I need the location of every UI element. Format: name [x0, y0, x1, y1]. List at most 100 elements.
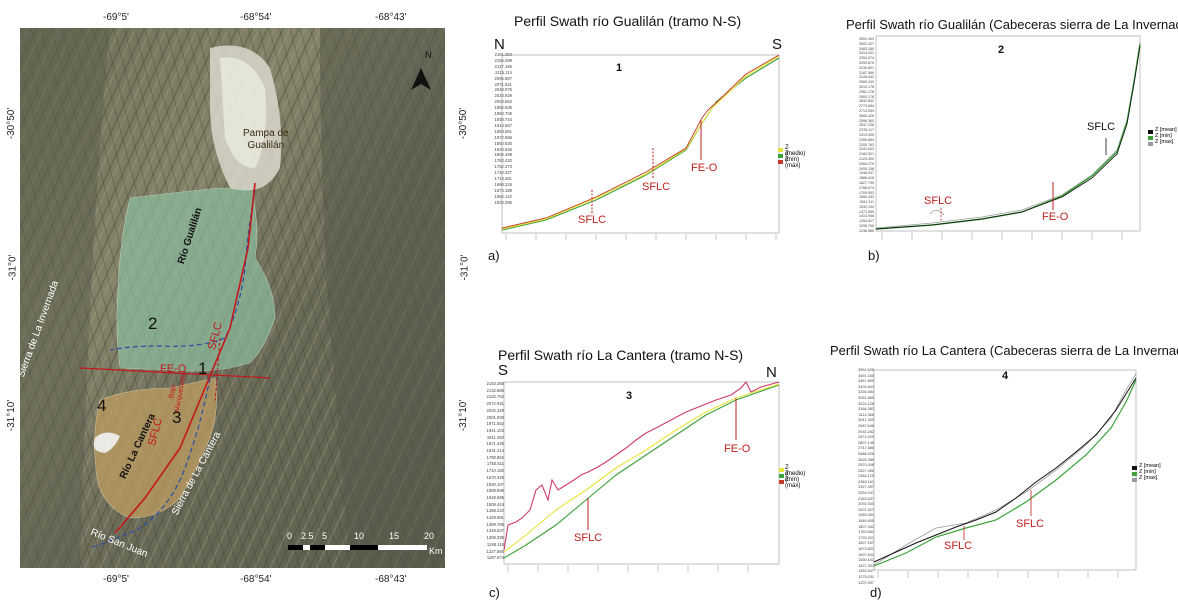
y-tick-label: 1807.342	[858, 524, 874, 529]
y-tick-label: 2092.300	[858, 502, 874, 507]
annotation-sflc: SFLC	[578, 214, 607, 226]
y-tick-labels: 2181.253 2156.299 2127.165 2115.114 2095.667…	[484, 52, 512, 206]
y-tick-label: 2478.117	[859, 128, 874, 133]
y-tick-label: 2807.148	[858, 440, 874, 445]
y-tick-label: 3354.974	[859, 56, 874, 61]
y-tick-label: 1763.581	[858, 530, 874, 535]
place-pampa: Pampa de Gualilán	[243, 128, 289, 151]
y-tick-label: 2527.496	[858, 468, 874, 473]
y-tick-label: 1630.107	[486, 481, 504, 487]
scale-tick: 2.5	[301, 531, 314, 541]
y-tick-label: 2537.238	[859, 123, 874, 128]
y-tick-label: 1697.167	[858, 541, 874, 546]
y-tick-label: 1207.097	[858, 580, 874, 585]
y-tick-label: 3404.643	[858, 384, 874, 389]
annotation-sflc: SFLC	[1016, 518, 1045, 530]
y-tick-label: 3457.899	[858, 379, 874, 384]
y-tick-label: 1275.031	[858, 574, 874, 579]
lat-label: -30°50'	[6, 107, 18, 140]
y-tick-label: 2071.621	[494, 81, 512, 87]
y-tick-label: 2102.762	[486, 394, 504, 400]
y-tick-label: 2007.327	[858, 507, 874, 512]
y-tick-label: 2747.586	[858, 446, 874, 451]
lon-label: -69°5'	[103, 12, 129, 23]
end-label-right: S	[772, 36, 783, 53]
y-tick-label: 2383.161	[858, 479, 874, 484]
y-tick-label: 1389.769	[486, 521, 504, 527]
panel-number: 2	[998, 44, 1005, 56]
north-arrow-icon	[411, 68, 431, 90]
y-tick-label: 1268.116	[486, 541, 504, 547]
panel-title: Perfil Swath río Gualilán (tramo N-S)	[514, 13, 742, 29]
fault-fe-o-label: FE-O	[160, 363, 187, 375]
y-tick-label: 1508.444	[486, 501, 504, 507]
y-tick-label: 1532.190	[859, 204, 874, 209]
y-tick-label: 2049.975	[494, 87, 512, 93]
satellite-map: -69°5' -68°54' -68°43' -69°5' -68°54' -6…	[6, 0, 478, 608]
y-tick-label: 3114.368	[858, 412, 874, 417]
y-tick-label: 2625.389	[858, 457, 874, 462]
north-label: N	[425, 50, 432, 60]
y-tick-label: 1652.142	[494, 193, 512, 199]
y-tick-label: 2934.282	[858, 429, 874, 434]
y-tick-label: 2773.654	[859, 104, 874, 109]
y-tick-label: 2655.426	[859, 113, 874, 118]
zone-4: 4	[97, 396, 107, 415]
scale-tick: 10	[354, 531, 365, 541]
y-tick-label: 2254.047	[858, 491, 874, 496]
y-tick-label: 1650.432	[859, 195, 874, 200]
y-tick-label: 3483.180	[859, 46, 874, 51]
legend-max: Z (máx)	[785, 157, 801, 169]
annotation-fe-o: FE-O	[691, 162, 718, 174]
y-tick-label: 1468.222	[486, 508, 504, 514]
y-tick-label: 2688.926	[858, 451, 874, 456]
y-tick-label: 1473.069	[859, 209, 874, 214]
y-tick-label: 2182.521	[859, 152, 874, 157]
panel-title: Perfil Swath río La Cantera (tramo N-S)	[498, 347, 744, 363]
y-tick-label: 1670.329	[486, 474, 504, 480]
y-tick-label: 2596.360	[859, 118, 874, 123]
y-tick-label: 3041.309	[858, 418, 874, 423]
y-tick-label: 2327.497	[858, 485, 874, 490]
y-tick-label: 2714.533	[859, 108, 874, 113]
lon-label: -68°43'	[375, 574, 407, 585]
y-tick-label: 1674.188	[494, 187, 512, 193]
map-image	[20, 28, 445, 568]
y-tick-label: 3591.403	[859, 37, 874, 41]
scale-unit: Km	[429, 546, 443, 556]
y-tick-labels: 3591.403 3502.327 3483.180 3414.031 3354.974…	[846, 37, 874, 234]
scale-bar	[288, 545, 427, 550]
legend-min: Z (mín)	[785, 471, 799, 483]
panel-number: 1	[616, 62, 623, 74]
y-tick-label: 1916.657	[494, 122, 512, 128]
y-tick-label: 3295.870	[859, 60, 874, 65]
legend-mean: Z [mean]	[1155, 127, 1177, 133]
annotation-sflc: SFLC	[642, 181, 671, 193]
lon-label: -68°43'	[375, 12, 407, 23]
y-tick-label: 2064.279	[859, 161, 874, 166]
y-tick-label: 2419.005	[859, 132, 874, 137]
lon-label: -68°54'	[240, 574, 272, 585]
end-label-right: N	[766, 364, 777, 381]
scale-tick: 20	[424, 531, 435, 541]
y-tick-label: 2300.763	[859, 142, 874, 147]
y-tick-label: 1806.498	[494, 152, 512, 158]
legend-mean: Z (medio)	[785, 145, 806, 157]
legend-min: Z [min]	[1155, 133, 1172, 139]
y-tick-label: 1768.674	[859, 185, 874, 190]
y-tick-label: 2484.125	[858, 474, 874, 479]
y-tick-label: 3491.165	[858, 373, 874, 378]
y-tick-label: 2072.941	[486, 401, 504, 407]
y-tick-label: 1941.103	[486, 427, 504, 433]
legend-min: Z (mín)	[785, 151, 799, 163]
y-tick-label: 3502.327	[859, 41, 874, 46]
y-tick-label: 1187.674	[486, 555, 504, 561]
y-tick-label: 2132.886	[486, 387, 504, 393]
y-tick-label: 2004.652	[494, 99, 512, 105]
y-tick-label: 1429.991	[486, 515, 504, 521]
y-tick-label: 2241.642	[859, 147, 874, 152]
profile-panel-d: Perfil Swath río La Cantera (Cabeceras s…	[826, 340, 1178, 608]
panel-tag: d)	[870, 585, 882, 600]
y-tick-label: 2156.299	[494, 57, 512, 63]
legend-max: Z [max]	[1155, 139, 1174, 145]
